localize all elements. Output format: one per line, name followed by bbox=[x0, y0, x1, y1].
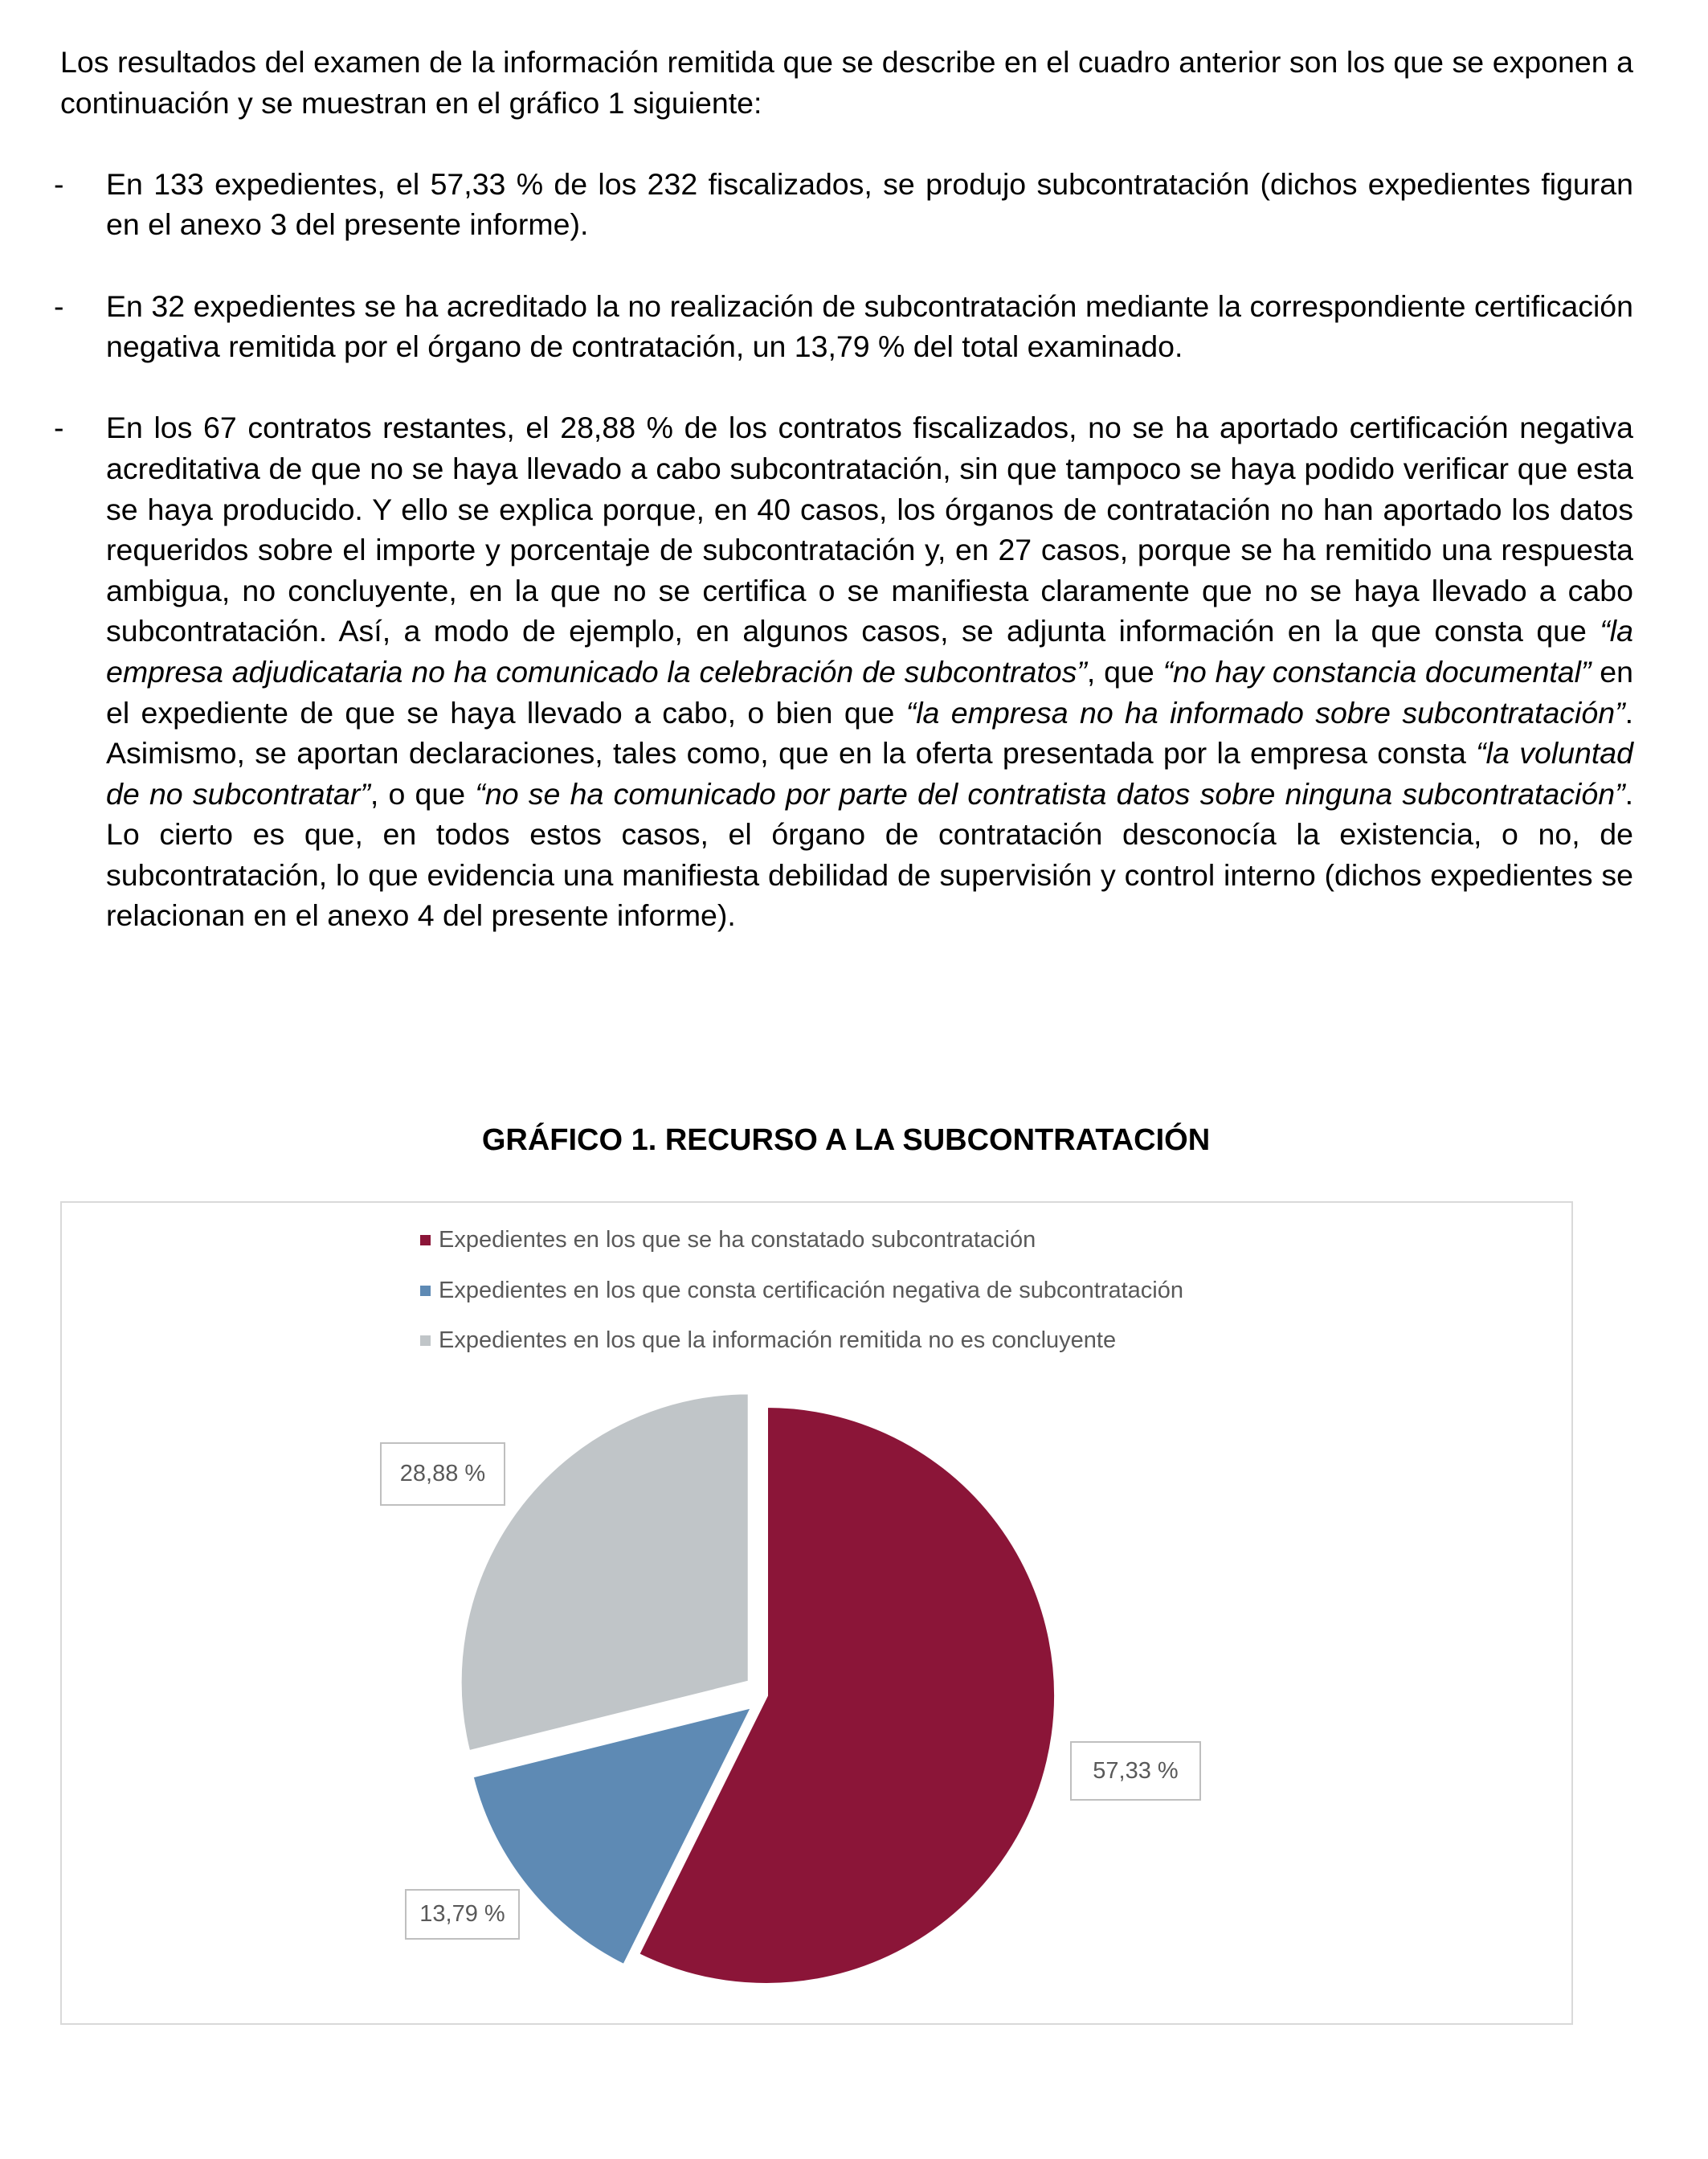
quoted-text: “no se ha comunicado por parte del contr… bbox=[475, 776, 1625, 811]
bullet-dash: - bbox=[54, 288, 64, 323]
bullet-item: - En 32 expedientes se ha acreditado la n… bbox=[54, 286, 1633, 367]
body-text: Los resultados del examen de la informac… bbox=[54, 42, 1634, 977]
legend-item: Expedientes en los que consta certificac… bbox=[420, 1278, 1183, 1304]
data-label: 13,79 % bbox=[405, 1889, 520, 1940]
bullet-item: - En los 67 contratos restantes, el 28,88… bbox=[54, 407, 1634, 936]
legend-swatch bbox=[420, 1335, 431, 1346]
bullet-text: En 32 expedientes se ha acreditado la no… bbox=[106, 288, 1633, 364]
bullet-item: - En 133 expedientes, el 57,33 % de los 2… bbox=[54, 164, 1633, 245]
chart-title: GRÁFICO 1. RECURSO A LA SUBCONTRATACIÓN bbox=[481, 1123, 1211, 1157]
bullet-text: En 133 expedientes, el 57,33 % de los 23… bbox=[106, 166, 1633, 242]
legend-label: Expedientes en los que se ha constatado … bbox=[439, 1227, 1036, 1253]
bullet-text: , o que bbox=[370, 776, 476, 811]
quoted-text: “la voluntad de no subcontratar” bbox=[106, 736, 1633, 811]
quoted-text: “la empresa adjudicataria no ha comunica… bbox=[106, 614, 1633, 689]
data-label: 28,88 % bbox=[380, 1442, 505, 1506]
legend-label: Expedientes en los que la información re… bbox=[439, 1327, 1117, 1353]
legend-item: Expedientes en los que se ha constatado … bbox=[420, 1227, 1036, 1253]
pie-slice bbox=[470, 1703, 756, 1968]
bullet-text: en el expediente de que se haya llevado … bbox=[106, 654, 1633, 730]
bullet-text: . Lo cierto es que, en todos estos casos… bbox=[106, 776, 1633, 933]
data-label: 57,33 % bbox=[1070, 1741, 1201, 1801]
quoted-text: “la empresa no ha informado sobre subcon… bbox=[905, 695, 1625, 730]
bullet-text: . Asimismo, se aportan declaraciones, ta… bbox=[106, 695, 1634, 771]
intro-paragraph: Los resultados del examen de la informac… bbox=[60, 45, 1633, 120]
bullet-dash: - bbox=[54, 166, 64, 201]
legend-swatch bbox=[420, 1235, 431, 1245]
legend-swatch bbox=[420, 1286, 431, 1296]
quoted-text: “no hay constancia documental” bbox=[1163, 654, 1592, 689]
pie-svg bbox=[458, 1391, 1057, 1986]
bullet-text: En los 67 contratos restantes, el 28,88 … bbox=[106, 411, 1633, 648]
legend-item: Expedientes en los que la información re… bbox=[420, 1327, 1116, 1354]
pie-slice bbox=[635, 1404, 1057, 1986]
bullet-dash: - bbox=[54, 411, 64, 445]
bullet-text: , que bbox=[1086, 654, 1163, 689]
legend-label: Expedientes en los que consta certificac… bbox=[439, 1278, 1183, 1303]
pie-chart: Expedientes en los que se ha constatado … bbox=[60, 1201, 1573, 2025]
pie-slice bbox=[458, 1391, 751, 1754]
